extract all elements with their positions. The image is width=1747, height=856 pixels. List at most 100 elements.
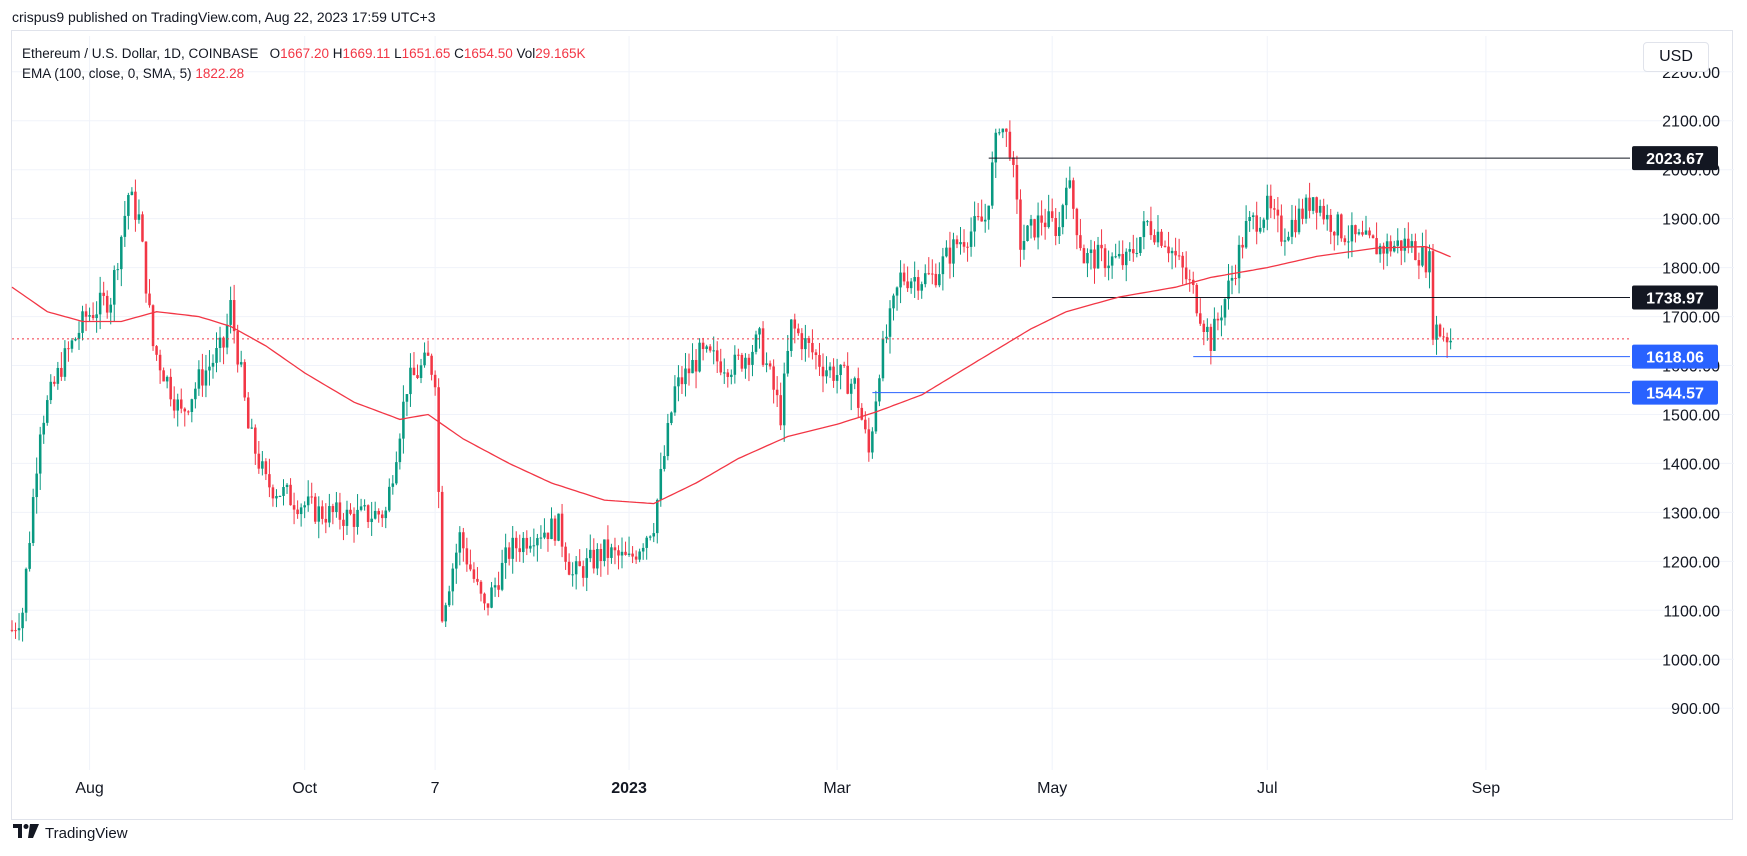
candle-body xyxy=(1008,131,1012,158)
volume-value: 29.165K xyxy=(535,46,586,61)
candle-body xyxy=(673,386,677,413)
candle-body xyxy=(624,551,627,555)
candle-body xyxy=(641,547,645,552)
candle-body xyxy=(1086,253,1089,264)
y-tick-label: 1700.00 xyxy=(1662,310,1720,327)
candle-body xyxy=(1343,238,1347,243)
high-label: H xyxy=(332,46,343,61)
candle-body xyxy=(162,370,165,382)
candle-body xyxy=(486,603,490,608)
candle-body xyxy=(680,377,684,385)
candle-body xyxy=(994,132,998,163)
candle-body xyxy=(722,372,726,374)
horizontal-levels xyxy=(872,157,1630,394)
candle-body xyxy=(313,496,317,522)
candle-body xyxy=(1128,249,1132,252)
candle-body xyxy=(1110,256,1114,266)
x-tick-label: May xyxy=(1037,780,1067,797)
candle-body xyxy=(895,287,899,296)
candle-body xyxy=(670,412,673,424)
candle-body xyxy=(677,377,680,387)
candle-body xyxy=(1251,215,1255,218)
candle-body xyxy=(599,548,603,562)
candle-body xyxy=(839,364,842,376)
candle-body xyxy=(1050,211,1054,218)
candle-body xyxy=(335,502,338,513)
candle-body xyxy=(564,546,567,562)
close-label: C xyxy=(454,46,464,61)
candle-body xyxy=(123,215,127,237)
candle-body xyxy=(536,538,539,546)
candle-body xyxy=(250,427,254,429)
candle-body xyxy=(1047,211,1050,228)
candle-body xyxy=(1304,197,1308,219)
candle-body xyxy=(955,239,959,245)
candle-body xyxy=(84,311,88,317)
candle-body xyxy=(701,342,705,350)
high-value: 1669.11 xyxy=(342,46,391,61)
candle-body xyxy=(804,338,807,350)
candle-body xyxy=(1297,208,1301,233)
candle-body xyxy=(1325,214,1329,220)
candle-body xyxy=(1153,235,1156,243)
candle-body xyxy=(1347,241,1350,243)
candle-body xyxy=(751,351,754,365)
candle-body xyxy=(165,376,169,382)
candle-body xyxy=(892,295,895,309)
candle-body xyxy=(938,274,941,286)
candle-body xyxy=(271,487,275,499)
candle-body xyxy=(412,367,416,376)
candle-body xyxy=(652,533,656,537)
candle-body xyxy=(384,510,388,519)
candle-body xyxy=(465,548,469,565)
currency-button[interactable]: USD xyxy=(1643,42,1709,72)
candle-body xyxy=(592,549,596,569)
candle-body xyxy=(712,350,715,352)
candle-body xyxy=(789,319,793,351)
candle-body xyxy=(38,434,42,474)
candle-body xyxy=(920,284,923,291)
y-tick-label: 2100.00 xyxy=(1662,114,1720,131)
candle-body xyxy=(1283,240,1287,242)
candle-body xyxy=(331,506,335,513)
candle-body xyxy=(275,496,278,499)
candle-body xyxy=(60,367,63,377)
candle-body xyxy=(1103,248,1107,269)
candle-body xyxy=(737,354,740,356)
candle-body xyxy=(909,281,913,289)
candle-body xyxy=(730,374,733,377)
candle-body xyxy=(451,568,455,592)
candle-body xyxy=(603,539,606,562)
candle-body xyxy=(398,438,402,463)
candle-body xyxy=(1156,231,1160,243)
candle-body xyxy=(846,365,849,394)
candle-body xyxy=(49,381,53,401)
candle-body xyxy=(204,370,208,386)
candle-body xyxy=(518,548,522,553)
candle-body xyxy=(980,216,983,222)
candle-body xyxy=(726,372,730,377)
tradingview-logo-icon xyxy=(13,824,39,842)
candle-body xyxy=(14,630,17,632)
candle-body xyxy=(1315,197,1318,213)
candle-body xyxy=(1135,252,1139,254)
candle-body xyxy=(814,352,818,356)
candle-body xyxy=(906,281,909,289)
candle-body xyxy=(1117,253,1121,257)
candle-body xyxy=(176,399,179,411)
tradingview-brand: TradingView xyxy=(45,824,128,842)
candle-body xyxy=(1033,219,1036,238)
footer-branding: TradingView xyxy=(13,824,128,842)
candle-body xyxy=(1258,227,1262,232)
candle-body xyxy=(923,273,927,285)
candle-body xyxy=(299,507,303,515)
candle-body xyxy=(768,363,772,367)
candle-body xyxy=(987,205,990,220)
candle-body xyxy=(1036,215,1040,238)
candle-body xyxy=(656,499,659,534)
x-axis-ticks: Aug Oct 7 2023 Mar May Jul Sep xyxy=(75,780,1500,797)
candle-body xyxy=(1389,241,1392,252)
candle-body xyxy=(409,367,412,395)
y-tick-label: 1200.00 xyxy=(1662,554,1720,571)
